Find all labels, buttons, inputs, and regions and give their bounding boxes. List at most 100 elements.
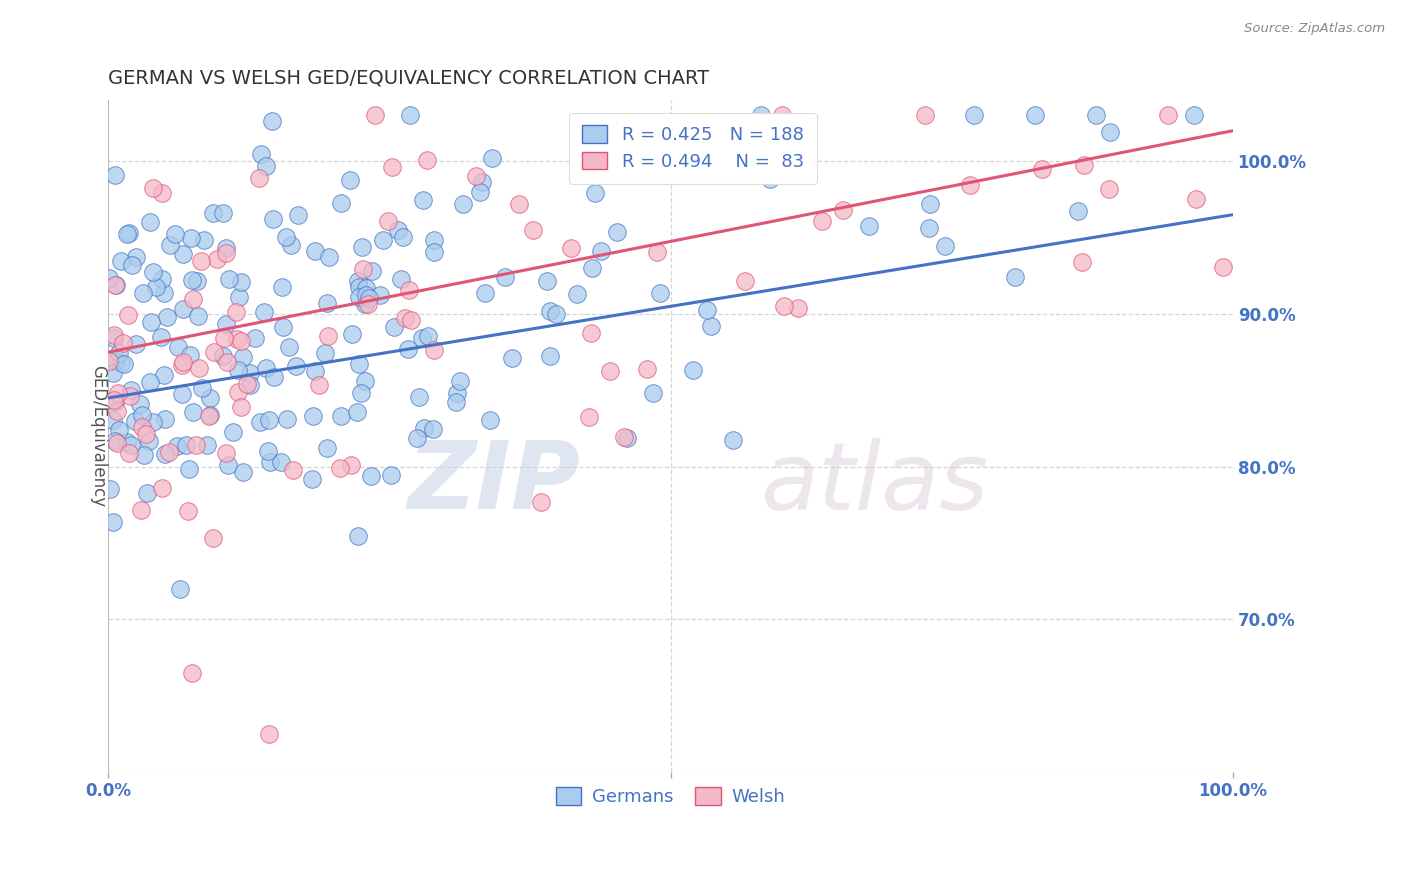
Point (253, 304, 276, 318)
Point (1004, 269, 1026, 284)
Point (357, 297, 380, 311)
Point (613, 429, 636, 443)
Point (352, 240, 374, 254)
Point (129, 503, 152, 517)
Point (104, 354, 127, 368)
Point (464, 169, 486, 183)
Point (124, 337, 146, 351)
Point (347, 280, 370, 294)
Point (198, 391, 221, 405)
Point (172, 358, 194, 372)
Point (717, 136, 740, 150)
Point (770, 108, 793, 122)
Point (98, 354, 121, 368)
Point (165, 227, 187, 241)
Point (205, 252, 228, 266)
Point (959, 178, 981, 193)
Point (172, 302, 194, 317)
Point (174, 438, 197, 452)
Point (352, 262, 374, 277)
Point (105, 436, 128, 450)
Point (187, 309, 209, 323)
Point (239, 377, 262, 392)
Point (103, 328, 125, 343)
Point (271, 319, 294, 334)
Point (159, 238, 181, 252)
Point (287, 208, 309, 222)
Point (416, 153, 439, 167)
Point (215, 317, 238, 331)
Point (120, 389, 142, 403)
Point (190, 254, 212, 268)
Point (135, 485, 157, 500)
Point (682, 363, 704, 377)
Point (181, 665, 204, 680)
Point (132, 286, 155, 301)
Point (1073, 158, 1095, 172)
Point (360, 468, 382, 483)
Point (215, 246, 238, 260)
Point (181, 292, 204, 306)
Point (201, 531, 224, 545)
Point (110, 356, 132, 370)
Point (398, 283, 420, 297)
Point (132, 448, 155, 462)
Point (616, 432, 638, 446)
Point (412, 193, 434, 207)
Point (217, 355, 239, 369)
Point (422, 343, 444, 358)
Text: ZIP: ZIP (408, 437, 581, 529)
Point (412, 421, 434, 435)
Point (214, 331, 236, 345)
Point (153, 286, 176, 301)
Point (117, 308, 139, 322)
Point (214, 241, 236, 255)
Point (762, 123, 785, 137)
Point (914, 108, 936, 122)
Point (120, 438, 142, 452)
Point (256, 443, 278, 458)
Point (179, 348, 201, 362)
Point (155, 412, 177, 426)
Point (636, 361, 658, 376)
Point (396, 342, 419, 356)
Point (347, 290, 370, 304)
Point (141, 315, 163, 329)
Point (811, 214, 834, 228)
Point (583, 186, 606, 200)
Point (139, 215, 162, 229)
Point (131, 408, 153, 422)
Point (381, 160, 404, 174)
Point (370, 287, 392, 301)
Point (198, 408, 221, 422)
Point (758, 172, 780, 186)
Point (142, 265, 165, 279)
Point (1071, 254, 1094, 268)
Point (177, 504, 200, 518)
Point (354, 374, 377, 388)
Point (349, 385, 371, 400)
Point (260, 114, 283, 128)
Point (581, 261, 603, 276)
Point (399, 108, 422, 122)
Point (1031, 162, 1053, 177)
Point (157, 445, 180, 459)
Point (236, 376, 259, 391)
Point (920, 196, 942, 211)
Point (479, 412, 502, 426)
Point (832, 203, 855, 218)
Point (501, 351, 523, 366)
Point (103, 331, 125, 345)
Point (254, 159, 277, 173)
Point (536, 275, 558, 289)
Point (392, 230, 415, 244)
Point (354, 287, 377, 301)
Point (963, 108, 986, 122)
Point (1157, 108, 1180, 122)
Point (278, 340, 301, 354)
Point (361, 264, 384, 278)
Point (195, 438, 218, 452)
Point (387, 223, 409, 237)
Point (329, 461, 352, 475)
Point (105, 277, 128, 292)
